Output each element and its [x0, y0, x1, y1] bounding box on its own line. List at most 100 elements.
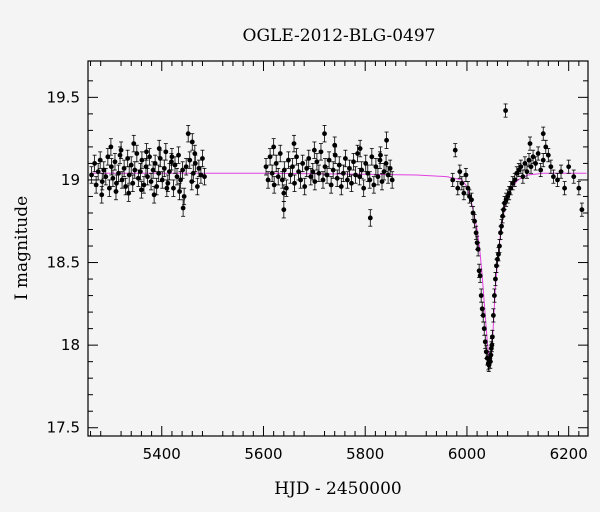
data-point: [387, 159, 393, 178]
data-point: [171, 179, 176, 197]
point-marker: [277, 151, 283, 156]
data-point: [298, 171, 304, 189]
data-point: [119, 171, 125, 189]
data-point: [384, 131, 389, 149]
data-point: [457, 164, 463, 179]
point-marker: [143, 164, 149, 170]
point-marker: [355, 151, 360, 156]
point-marker: [378, 152, 383, 158]
point-marker: [489, 334, 495, 340]
data-point: [271, 138, 277, 156]
data-point: [151, 186, 157, 204]
point-marker: [119, 177, 125, 183]
point-marker: [465, 185, 471, 191]
point-marker: [508, 185, 514, 191]
point-marker: [351, 159, 356, 165]
point-marker: [385, 172, 391, 178]
data-point: [492, 288, 497, 303]
point-marker: [292, 180, 297, 186]
data-point: [452, 143, 458, 158]
data-point: [576, 181, 582, 196]
data-point: [137, 163, 143, 181]
data-point: [332, 146, 338, 164]
point-marker: [169, 154, 175, 160]
data-point: [540, 153, 546, 168]
data-point: [493, 272, 498, 287]
point-marker: [338, 184, 344, 189]
y-tick-labels: 17.5 18 18.5 19 19.5: [47, 88, 80, 436]
data-point: [108, 158, 114, 176]
point-marker: [283, 185, 289, 191]
point-marker: [311, 147, 317, 153]
point-marker: [470, 210, 476, 216]
point-marker: [459, 180, 465, 186]
data-point: [334, 169, 340, 187]
point-marker: [112, 159, 118, 165]
point-marker: [326, 157, 332, 163]
point-marker: [322, 131, 327, 137]
x-tick-label: 5400: [143, 445, 181, 463]
point-marker: [478, 293, 484, 298]
data-point: [89, 166, 94, 184]
point-marker: [169, 159, 174, 165]
point-marker: [139, 187, 144, 193]
data-point: [555, 172, 560, 187]
y-tick-label: 17.5: [47, 419, 80, 437]
point-marker: [273, 161, 279, 166]
data-point: [290, 158, 295, 176]
point-marker: [371, 182, 377, 188]
point-marker: [375, 174, 381, 180]
point-marker: [535, 151, 541, 156]
data-point: [108, 138, 114, 156]
data-point: [338, 177, 344, 196]
data-point: [275, 167, 281, 186]
data-point: [538, 163, 544, 178]
point-marker: [135, 175, 141, 181]
point-marker: [345, 177, 350, 183]
point-marker: [275, 174, 281, 180]
point-marker: [144, 149, 149, 155]
point-marker: [381, 169, 387, 175]
data-point: [163, 143, 169, 161]
point-marker: [493, 276, 498, 282]
point-marker: [562, 185, 568, 191]
x-tick-label: 5800: [346, 445, 384, 463]
data-point: [267, 148, 273, 166]
point-marker: [148, 179, 154, 184]
data-point: [551, 169, 556, 184]
y-tick-label: 18: [61, 336, 80, 354]
point-marker: [457, 169, 463, 175]
point-marker: [314, 159, 320, 165]
point-marker: [496, 251, 501, 257]
data-point: [147, 148, 152, 166]
data-point: [281, 201, 287, 219]
point-marker: [132, 167, 138, 173]
point-marker: [92, 161, 98, 166]
data-point: [190, 164, 196, 182]
data-point: [148, 172, 154, 191]
point-marker: [147, 154, 152, 160]
point-marker: [576, 185, 582, 191]
data-point: [503, 103, 508, 118]
point-marker: [97, 157, 103, 163]
data-point: [482, 334, 488, 349]
point-marker: [139, 157, 145, 163]
data-point: [174, 167, 180, 186]
point-marker: [151, 192, 157, 198]
data-point: [480, 308, 486, 323]
data-point: [548, 159, 554, 174]
point-marker: [477, 273, 483, 279]
data-point: [320, 171, 326, 189]
point-marker: [118, 147, 124, 153]
point-marker: [455, 185, 461, 191]
point-marker: [130, 180, 136, 186]
point-marker: [377, 157, 383, 163]
point-marker: [196, 165, 202, 171]
data-point: [465, 181, 471, 196]
point-marker: [176, 152, 181, 158]
point-marker: [365, 170, 371, 176]
point-marker: [482, 339, 488, 345]
point-marker: [131, 141, 137, 146]
point-marker: [522, 161, 528, 166]
data-point: [533, 156, 539, 171]
